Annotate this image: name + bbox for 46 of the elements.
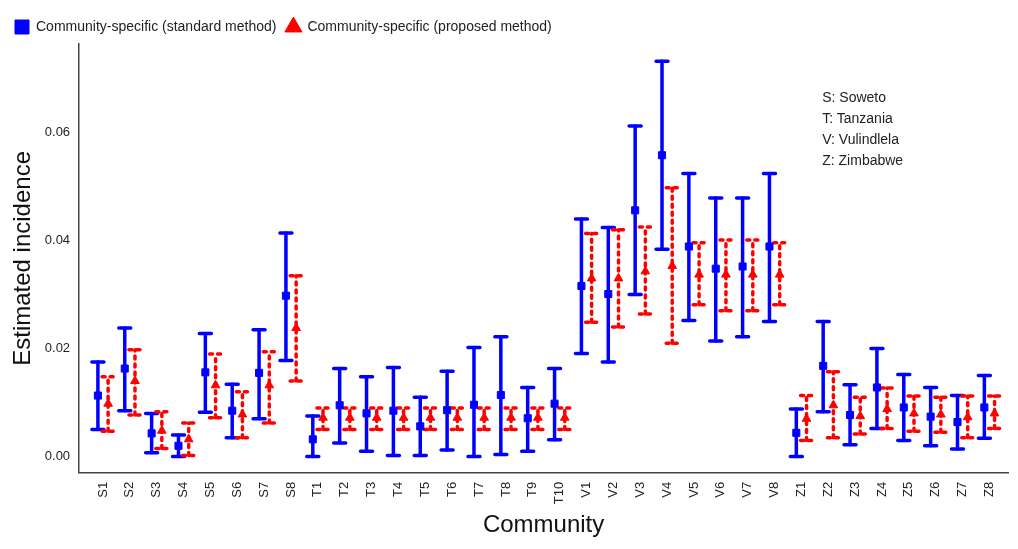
x-tick-label: S8 <box>282 481 298 498</box>
x-tick-label: T10 <box>551 481 567 505</box>
y-axis-title: Estimated incidence <box>8 151 36 366</box>
x-tick-label: V5 <box>685 481 701 498</box>
annotation: T: Tanzania <box>822 109 893 126</box>
x-tick-label: T9 <box>524 481 540 497</box>
x-tick-label: V8 <box>766 481 782 498</box>
x-tick-label: V1 <box>578 481 594 498</box>
x-tick-label: S1 <box>94 481 110 498</box>
x-tick-label: V4 <box>658 481 674 498</box>
legend-label: Community-specific (proposed method) <box>307 17 552 34</box>
x-tick-label: V7 <box>739 481 755 498</box>
x-tick-label: S6 <box>228 481 244 498</box>
y-tick-label: 0.00 <box>44 448 71 464</box>
x-tick-label: Z5 <box>900 481 916 497</box>
y-tick-label: 0.02 <box>44 340 71 356</box>
x-tick-label: Z2 <box>819 481 835 497</box>
x-tick-label: T7 <box>470 481 486 497</box>
x-tick-label: Z7 <box>954 481 970 497</box>
y-tick-label: 0.04 <box>44 232 71 248</box>
x-tick-label: T6 <box>443 481 459 497</box>
x-tick-label: T2 <box>336 481 352 497</box>
x-tick-label: T3 <box>363 481 379 497</box>
x-tick-label: Z3 <box>846 481 862 497</box>
legend-label: Community-specific (standard method) <box>36 17 277 34</box>
x-tick-label: Z6 <box>927 481 943 497</box>
x-tick-label: S3 <box>148 481 164 498</box>
x-tick-label: S2 <box>121 481 137 498</box>
x-tick-label: V2 <box>604 481 620 498</box>
x-axis-title: Community <box>482 510 605 538</box>
annotation: S: Soweto <box>822 88 887 105</box>
x-tick-label: S4 <box>175 481 191 498</box>
x-tick-label: T5 <box>416 481 432 497</box>
x-tick-label: Z1 <box>793 481 809 497</box>
annotation: V: Vulindlela <box>822 130 900 147</box>
x-tick-label: Z4 <box>873 481 889 497</box>
x-tick-label: T4 <box>390 481 406 497</box>
x-tick-label: V3 <box>631 481 647 498</box>
x-tick-label: Z8 <box>981 481 997 497</box>
x-tick-label: T1 <box>309 481 325 497</box>
y-tick-label: 0.06 <box>44 124 71 140</box>
x-tick-label: T8 <box>497 481 513 497</box>
x-tick-label: V6 <box>712 481 728 498</box>
x-tick-label: S7 <box>255 481 271 498</box>
annotation: Z: Zimbabwe <box>822 151 904 168</box>
x-tick-label: S5 <box>202 481 218 498</box>
